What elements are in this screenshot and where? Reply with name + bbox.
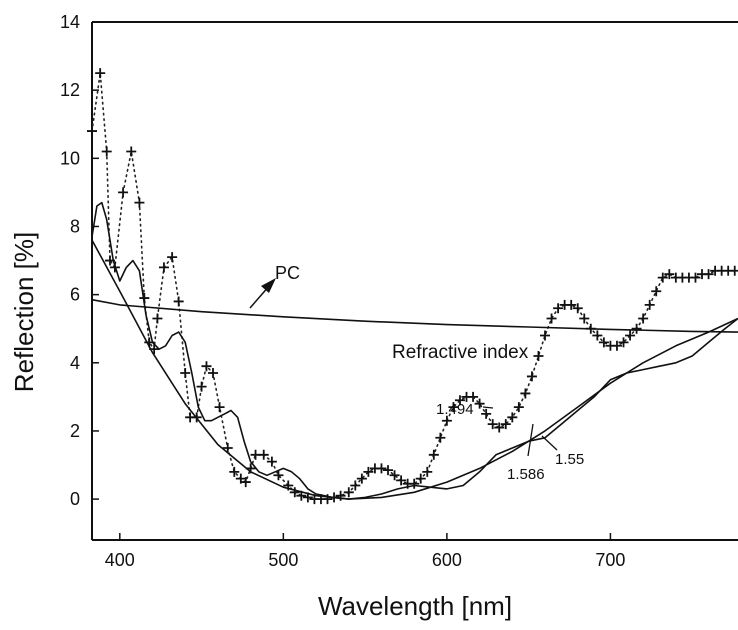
y-tick-label: 4 xyxy=(70,353,80,373)
x-tick-label: 500 xyxy=(268,550,298,570)
data-point-marker xyxy=(95,68,105,78)
series-3 xyxy=(92,300,738,332)
y-axis-title: Reflection [%] xyxy=(9,232,39,392)
data-point-marker xyxy=(507,412,517,422)
data-point-marker xyxy=(520,388,530,398)
data-point-marker xyxy=(152,313,162,323)
series-line-pc xyxy=(92,300,738,332)
annotation-1494: 1.494 xyxy=(436,401,474,418)
data-point-marker xyxy=(514,402,524,412)
annotation-pc: PC xyxy=(275,263,300,283)
data-point-marker xyxy=(215,402,225,412)
y-tick-label: 2 xyxy=(70,421,80,441)
data-point-marker xyxy=(174,296,184,306)
annotation-layer: PC Refractive index 1.494 1.586 1.55 xyxy=(275,263,584,483)
data-point-marker xyxy=(651,286,661,296)
data-point-marker xyxy=(126,147,136,157)
data-point-marker xyxy=(87,126,97,136)
annotation-1586: 1.586 xyxy=(507,466,545,483)
data-point-marker xyxy=(579,313,589,323)
series-dotted-line xyxy=(92,73,735,499)
data-point-marker xyxy=(429,450,439,460)
data-point-marker xyxy=(197,382,207,392)
y-tick-label: 6 xyxy=(70,285,80,305)
data-point-marker xyxy=(376,463,386,473)
pc-arrow xyxy=(250,278,276,308)
data-point-marker xyxy=(357,474,367,484)
y-tick-label: 8 xyxy=(70,216,80,236)
data-point-marker xyxy=(390,470,400,480)
x-tick-label: 400 xyxy=(105,550,135,570)
pc-arrow-head xyxy=(261,278,276,293)
data-point-marker xyxy=(409,479,419,489)
x-tick-label: 700 xyxy=(595,550,625,570)
data-point-marker xyxy=(167,252,177,262)
x-axis-ticks: 400 500 600 700 xyxy=(105,533,626,570)
data-point-marker xyxy=(638,313,648,323)
series-layer xyxy=(87,68,738,504)
data-point-marker xyxy=(180,368,190,378)
annotation-155: 1.55 xyxy=(555,451,584,468)
data-point-marker xyxy=(134,198,144,208)
data-point-marker xyxy=(527,371,537,381)
data-point-marker xyxy=(102,147,112,157)
y-tick-label: 14 xyxy=(60,12,80,32)
series-0 xyxy=(87,68,738,504)
y-tick-label: 12 xyxy=(60,80,80,100)
data-point-marker xyxy=(540,331,550,341)
leader-1494 xyxy=(483,407,493,408)
x-axis-title: Wavelength [nm] xyxy=(318,591,512,621)
data-point-marker xyxy=(645,300,655,310)
annotation-refractive-index: Refractive index xyxy=(392,342,529,363)
data-point-marker xyxy=(481,409,491,419)
x-tick-label: 600 xyxy=(432,550,462,570)
y-tick-label: 0 xyxy=(70,489,80,509)
y-tick-label: 10 xyxy=(60,148,80,168)
data-point-marker xyxy=(730,266,738,276)
data-point-marker xyxy=(435,433,445,443)
y-axis-ticks: 0 2 4 6 8 10 12 14 xyxy=(60,12,99,509)
leader-155 xyxy=(542,436,557,450)
data-point-marker xyxy=(547,313,557,323)
data-point-marker xyxy=(118,187,128,197)
data-point-marker xyxy=(223,443,233,453)
data-point-marker xyxy=(533,351,543,361)
